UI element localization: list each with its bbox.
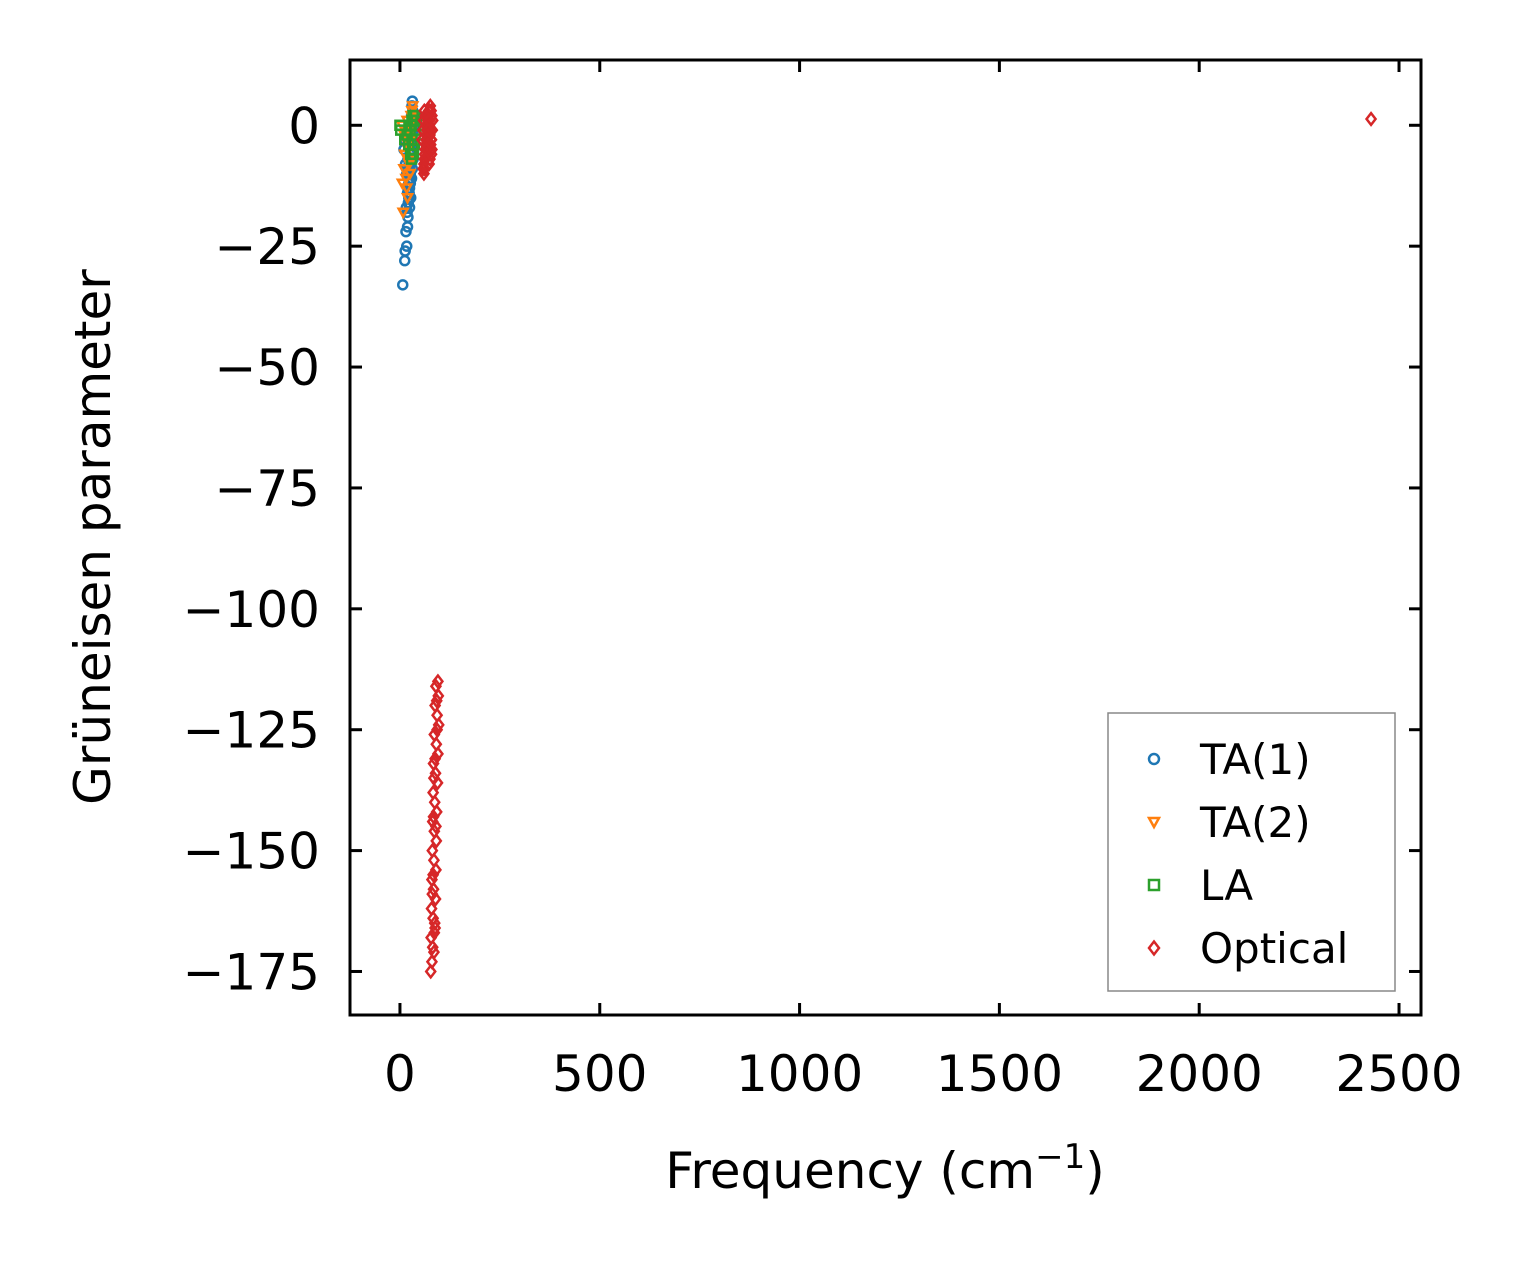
series-optical [415, 98, 1378, 980]
data-point [432, 687, 445, 704]
y-tick-label: −100 [183, 581, 320, 639]
legend-label: TA(1) [1199, 735, 1311, 784]
data-point [423, 151, 437, 168]
data-point [400, 192, 415, 205]
data-point [429, 818, 442, 835]
legend-item: TA(2) [1146, 798, 1311, 847]
y-axis-title: Grüneisen parameter [64, 269, 122, 805]
data-point [431, 721, 444, 738]
data-point [431, 673, 444, 690]
legend-label: Optical [1200, 924, 1348, 973]
x-tick-label: 500 [552, 1045, 647, 1103]
y-tick-label: −125 [183, 702, 320, 760]
y-tick-label: −75 [214, 460, 320, 518]
axis-ticks: 0 500 1000 1500 2000 2500 0 −25 −50 −75 −100 −125 −1… [183, 60, 1463, 1103]
y-tick-label: −25 [214, 218, 320, 276]
data-point [427, 808, 440, 825]
data-point [1364, 111, 1378, 127]
data-point [426, 886, 439, 903]
data-point [431, 774, 444, 791]
data-point [428, 924, 441, 941]
data-point [404, 148, 417, 161]
data-point [417, 165, 431, 182]
data-point [424, 98, 437, 114]
x-tick-label: 2000 [1136, 1045, 1263, 1103]
x-tick-label: 2500 [1335, 1045, 1462, 1103]
x-tick-label: 1000 [736, 1045, 863, 1103]
data-point [396, 207, 410, 220]
data-point [432, 716, 445, 733]
legend-item: LA [1147, 861, 1253, 910]
data-points [394, 95, 1378, 980]
y-tick-label: −50 [214, 339, 320, 397]
legend-item: TA(1) [1147, 735, 1311, 784]
legend-label: TA(2) [1199, 798, 1311, 847]
data-point [426, 939, 439, 956]
x-tick-label: 1500 [936, 1045, 1063, 1103]
data-point [430, 833, 443, 849]
data-point [418, 160, 431, 177]
legend-marker [1147, 939, 1161, 957]
x-axis-title: Frequency (cm−1) [665, 1137, 1105, 1200]
legend: TA(1) TA(2) LA Optical [1107, 712, 1396, 992]
data-point [427, 770, 440, 786]
y-tick-label: 0 [288, 97, 320, 155]
y-tick-label: −150 [183, 823, 320, 881]
x-tick-label: 0 [384, 1045, 416, 1103]
data-point [425, 131, 438, 148]
data-point [429, 891, 442, 907]
plot-frame [348, 58, 1423, 1017]
data-point [400, 240, 413, 252]
data-point [424, 141, 437, 158]
data-point [426, 122, 439, 139]
data-point [403, 168, 417, 181]
legend-marker [1146, 816, 1162, 830]
legend-marker [1147, 752, 1161, 766]
legend-item: Optical [1147, 924, 1348, 973]
data-point [400, 183, 414, 196]
y-tick-label: −175 [183, 943, 320, 1001]
legend-label: LA [1200, 861, 1253, 910]
data-point [427, 866, 440, 883]
data-point [424, 963, 437, 980]
data-point [399, 173, 413, 186]
data-point [430, 692, 443, 709]
legend-marker [1147, 878, 1161, 892]
data-point [429, 750, 442, 767]
series-la [394, 109, 423, 165]
data-point [397, 279, 409, 291]
data-point [406, 101, 420, 114]
